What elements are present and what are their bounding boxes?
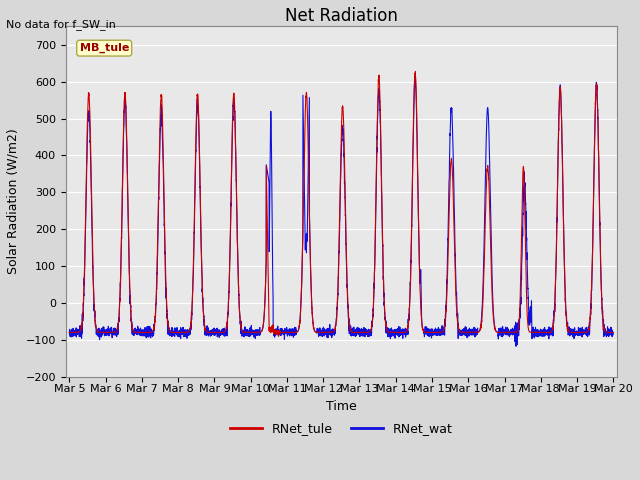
Title: Net Radiation: Net Radiation: [285, 7, 398, 25]
Text: MB_tule: MB_tule: [79, 43, 129, 53]
X-axis label: Time: Time: [326, 400, 356, 413]
Text: No data for f_SW_in: No data for f_SW_in: [6, 19, 116, 30]
Legend: RNet_tule, RNet_wat: RNet_tule, RNet_wat: [225, 417, 458, 440]
Y-axis label: Solar Radiation (W/m2): Solar Radiation (W/m2): [7, 129, 20, 275]
